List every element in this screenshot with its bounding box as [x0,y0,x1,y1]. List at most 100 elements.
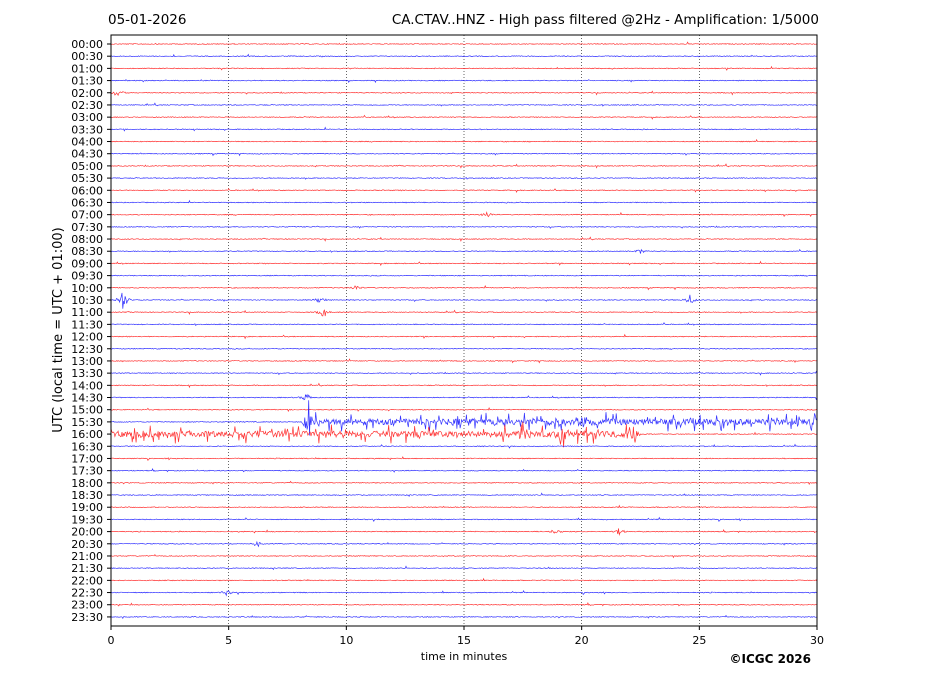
y-tick-label: 23:00 [71,599,103,612]
y-tick-label: 14:30 [71,392,103,405]
y-tick-label: 06:00 [71,184,103,197]
trace-2200 [111,577,818,582]
trace-0100 [110,65,818,71]
y-axis-label: UTC (local time = UTC + 01:00) [51,227,66,432]
y-tick-label: 16:00 [71,428,103,441]
trace-1300 [110,358,818,364]
y-tick-label: 10:30 [71,294,103,307]
y-tick-label: 05:30 [71,172,103,185]
trace-1600 [110,421,818,448]
y-tick-label: 09:30 [71,270,103,283]
trace-1800 [110,480,818,486]
y-tick-label: 02:00 [71,87,103,100]
y-tick-label: 16:30 [71,440,103,453]
y-tick-label: 07:00 [71,209,103,222]
trace-1400 [110,382,818,389]
y-tick-label: 03:00 [71,111,103,124]
trace-1200 [111,333,818,340]
trace-0530 [110,176,818,180]
y-tick-label: 17:30 [71,465,103,478]
x-tick-label: 15 [457,634,471,647]
trace-2300 [110,602,817,607]
trace-1430 [110,393,818,401]
y-tick-label: 08:30 [71,245,103,258]
y-tick-label: 21:30 [71,562,103,575]
trace-1630 [111,443,817,449]
y-tick-label: 12:00 [71,331,103,344]
y-tick-label: 22:00 [71,574,103,587]
trace-1330 [110,370,818,376]
y-tick-label: 19:30 [71,513,103,526]
trace-0800 [110,236,818,242]
x-tick-label: 20 [575,634,589,647]
trace-0330 [110,126,818,132]
y-tick-label: 20:00 [71,526,103,539]
trace-2100 [111,553,818,559]
trace-2030 [110,540,818,548]
y-tick-label: 09:00 [71,257,103,270]
trace-0200 [110,90,818,97]
trace-0400 [110,138,818,143]
y-tick-label: 01:30 [71,75,103,88]
x-tick-label: 0 [108,634,115,647]
trace-2000 [110,528,818,536]
y-tick-label: 08:00 [71,233,103,246]
y-tick-label: 03:30 [71,123,103,136]
trace-0830 [110,248,817,254]
trace-1130 [110,322,818,326]
trace-2330 [110,614,818,619]
trace-0900 [111,260,818,267]
y-tick-label: 21:00 [71,550,103,563]
trace-1230 [111,347,818,350]
trace-0600 [110,188,818,194]
y-tick-label: 11:30 [71,318,103,331]
trace-0930 [110,274,818,277]
y-tick-label: 05:00 [71,160,103,173]
x-tick-label: 25 [692,634,706,647]
x-axis-label: time in minutes [421,650,508,663]
trace-0130 [110,79,818,84]
y-tick-label: 01:00 [71,62,103,75]
y-tick-label: 18:00 [71,477,103,490]
trace-0630 [110,199,817,204]
trace-0230 [110,102,817,107]
y-tick-label: 00:30 [71,50,103,63]
x-tick-label: 5 [225,634,232,647]
trace-0300 [110,114,817,120]
trace-1530 [110,400,818,436]
trace-1700 [110,456,818,461]
trace-1900 [110,504,818,509]
trace-1030 [110,292,818,309]
trace-1830 [111,492,818,497]
date-label: 05-01-2026 [108,12,187,28]
y-tick-label: 15:00 [71,404,103,417]
trace-0430 [110,152,818,157]
y-tick-label: 17:00 [71,452,103,465]
trace-2130 [110,565,818,571]
y-tick-label: 15:30 [71,416,103,429]
x-tick-label: 30 [810,634,824,647]
trace-1100 [110,309,818,317]
trace-1930 [110,516,818,522]
x-tick-label: 10 [339,634,353,647]
trace-0500 [110,163,818,169]
y-tick-label: 11:00 [71,306,103,319]
trace-1000 [111,285,817,291]
trace-1500 [110,406,818,412]
y-tick-label: 00:00 [71,38,103,51]
y-tick-label: 02:30 [71,99,103,112]
y-tick-label: 19:00 [71,501,103,514]
trace-0000 [110,41,818,45]
trace-0730 [110,225,818,229]
plot-frame [110,34,818,627]
chart-title: CA.CTAV..HNZ - High pass filtered @2Hz -… [391,12,819,28]
trace-2230 [110,589,818,597]
y-tick-label: 14:00 [71,379,103,392]
y-tick-label: 13:30 [71,367,103,380]
trace-1730 [111,467,818,473]
y-tick-label: 20:30 [71,538,103,551]
trace-0700 [110,211,818,218]
y-tick-label: 22:30 [71,587,103,600]
y-tick-label: 10:00 [71,282,103,295]
